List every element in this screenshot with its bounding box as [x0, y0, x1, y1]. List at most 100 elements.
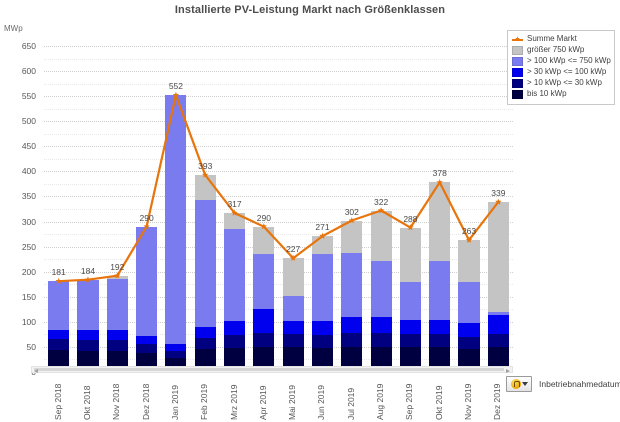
bar-segment[interactable]: [136, 336, 158, 344]
bar-segment[interactable]: [194, 327, 216, 339]
bar-segment[interactable]: [223, 321, 246, 336]
bar-segment[interactable]: [487, 201, 509, 312]
bar-column[interactable]: [487, 201, 509, 372]
x-axis-tick-label: Jan 2019: [169, 385, 180, 420]
bar-segment[interactable]: [253, 226, 275, 254]
bar-segment[interactable]: [253, 332, 275, 347]
bar-column[interactable]: [253, 226, 275, 372]
bar-segment[interactable]: [106, 330, 128, 340]
bar-segment[interactable]: [253, 346, 275, 372]
bar-segment[interactable]: [77, 339, 99, 351]
bar-column[interactable]: [311, 236, 333, 372]
bar-segment[interactable]: [311, 321, 333, 336]
bar-segment[interactable]: [370, 333, 392, 347]
bar-segment[interactable]: [48, 339, 70, 351]
bar-segment[interactable]: [48, 281, 70, 330]
bar-segment[interactable]: [77, 279, 99, 331]
bar-segment[interactable]: [106, 275, 128, 279]
bar-segment[interactable]: [341, 317, 363, 334]
bar-column[interactable]: [77, 279, 99, 372]
bar-segment[interactable]: [311, 253, 333, 322]
bar-segment[interactable]: [399, 227, 421, 282]
bar-segment[interactable]: [253, 308, 275, 333]
bar-segment[interactable]: [458, 281, 480, 324]
bar-segment[interactable]: [48, 329, 70, 340]
legend-item-label: größer 750 kWp: [527, 45, 585, 55]
bar-segment[interactable]: [399, 334, 421, 347]
bar-segment[interactable]: [399, 320, 421, 335]
bar-segment[interactable]: [311, 335, 333, 348]
legend-item[interactable]: > 30 kWp <= 100 kWp: [512, 67, 610, 78]
bar-segment[interactable]: [341, 333, 363, 347]
filter-dropdown-button[interactable]: [506, 376, 532, 392]
bar-column[interactable]: [370, 210, 392, 372]
bar-segment[interactable]: [194, 338, 216, 350]
bar-column[interactable]: [194, 174, 216, 372]
bar-segment[interactable]: [429, 260, 451, 321]
bar-segment[interactable]: [429, 334, 451, 347]
bar-segment[interactable]: [165, 350, 187, 358]
bar-segment[interactable]: [370, 317, 392, 334]
bar-segment[interactable]: [223, 228, 246, 322]
legend-item[interactable]: größer 750 kWp: [512, 45, 610, 56]
bar-column[interactable]: [458, 240, 480, 372]
bar-segment[interactable]: [282, 258, 304, 296]
bar-segment[interactable]: [194, 174, 216, 201]
bar-segment[interactable]: [311, 347, 333, 372]
bar-segment[interactable]: [282, 346, 304, 372]
bar-column[interactable]: [282, 258, 304, 372]
bar-segment[interactable]: [136, 226, 158, 337]
scrollbar-thumb[interactable]: [34, 368, 504, 371]
bar-segment[interactable]: [429, 182, 451, 261]
legend-item[interactable]: bis 10 kWp: [512, 89, 610, 100]
bar-segment[interactable]: [77, 330, 99, 340]
bar-segment[interactable]: [106, 278, 128, 331]
bar-segment[interactable]: [282, 295, 304, 321]
bar-segment[interactable]: [341, 220, 363, 253]
bar-segment[interactable]: [487, 315, 509, 334]
bar-column[interactable]: [399, 227, 421, 372]
bar-column[interactable]: [429, 182, 451, 372]
bar-segment[interactable]: [106, 339, 128, 351]
scroll-left-arrow[interactable]: [34, 368, 38, 373]
bar-segment[interactable]: [282, 333, 304, 347]
bar-segment[interactable]: [429, 320, 451, 335]
bar-segment[interactable]: [458, 336, 480, 349]
bar-segment[interactable]: [487, 346, 509, 372]
bar-segment[interactable]: [341, 252, 363, 318]
bar-segment[interactable]: [223, 347, 246, 372]
bar-segment[interactable]: [458, 240, 480, 282]
bar-column[interactable]: [136, 226, 158, 372]
legend-item[interactable]: > 100 kWp <= 750 kWp: [512, 56, 611, 67]
bar-segment[interactable]: [399, 281, 421, 321]
bar-segment[interactable]: [429, 346, 451, 372]
bar-column[interactable]: [48, 281, 70, 372]
bar-segment[interactable]: [282, 320, 304, 334]
scroll-right-arrow[interactable]: [506, 368, 510, 373]
bar-segment[interactable]: [341, 346, 363, 372]
bar-segment[interactable]: [487, 311, 509, 316]
bar-segment[interactable]: [399, 346, 421, 372]
bar-segment[interactable]: [487, 333, 509, 347]
bar-segment[interactable]: [370, 261, 392, 318]
bar-segment[interactable]: [223, 335, 246, 348]
bar-segment[interactable]: [136, 343, 158, 353]
y-axis-tick-label: 300: [21, 216, 36, 227]
bar-segment[interactable]: [165, 343, 187, 351]
bar-column[interactable]: [223, 213, 246, 372]
bar-segment[interactable]: [223, 213, 246, 229]
legend-item[interactable]: Summe Markt: [512, 34, 610, 45]
bar-segment[interactable]: [370, 346, 392, 372]
bar-segment[interactable]: [458, 323, 480, 337]
bar-segment[interactable]: [311, 236, 333, 254]
legend-item[interactable]: > 10 kWp <= 30 kWp: [512, 78, 610, 89]
bar-segment[interactable]: [194, 200, 216, 328]
bar-column[interactable]: [165, 95, 187, 372]
bar-segment[interactable]: [370, 210, 392, 262]
bar-segment[interactable]: [253, 253, 275, 309]
bar-column[interactable]: [106, 275, 128, 372]
bar-segment[interactable]: [165, 95, 187, 344]
horizontal-scrollbar[interactable]: [31, 366, 513, 373]
gridline: [44, 146, 513, 148]
bar-column[interactable]: [341, 220, 363, 372]
